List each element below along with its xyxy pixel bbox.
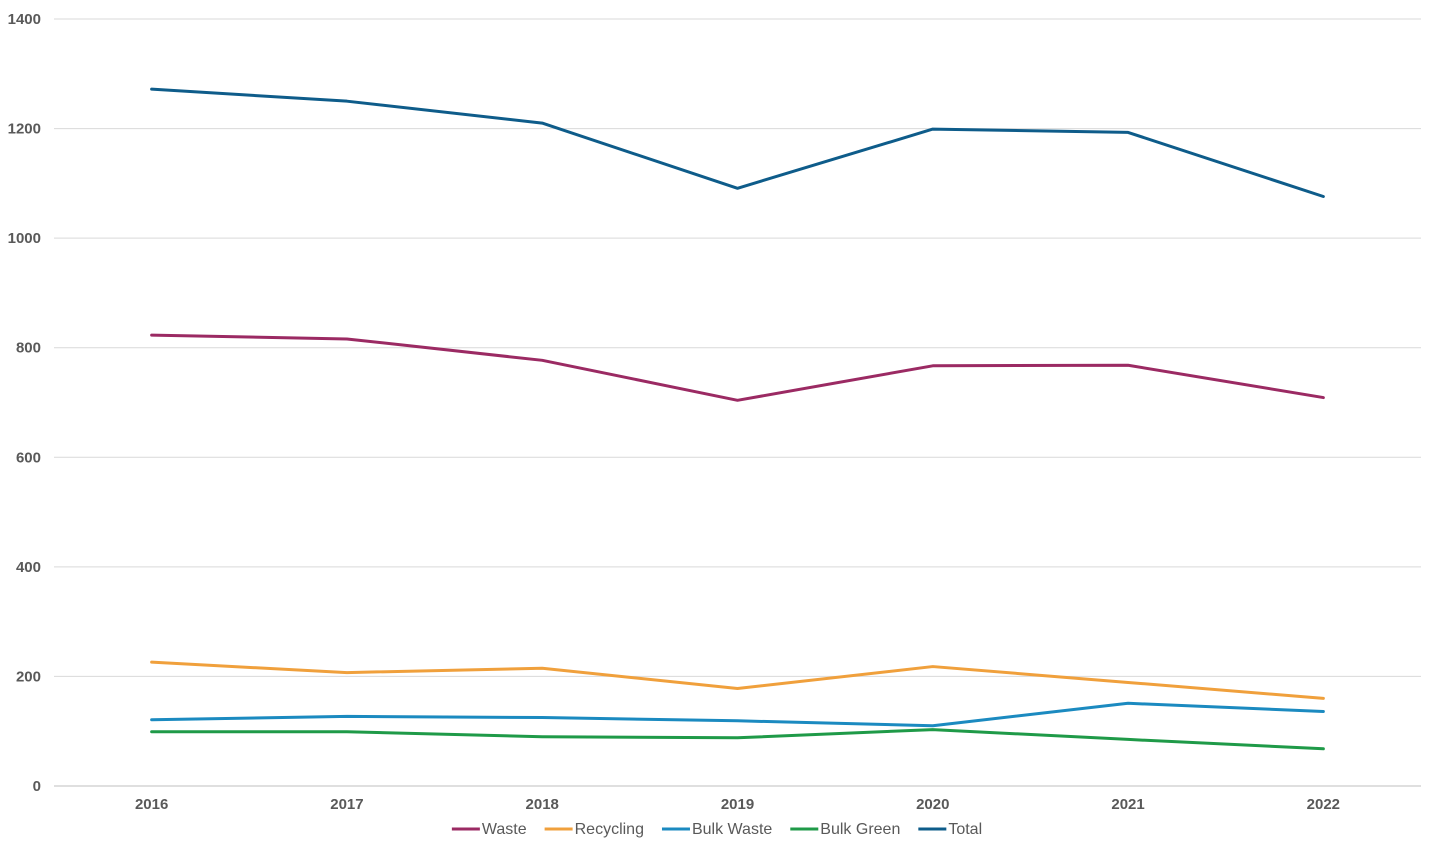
series-lines bbox=[150, 87, 1325, 751]
legend-label: Total bbox=[948, 821, 982, 838]
y-tick-label: 600 bbox=[16, 449, 41, 466]
legend-label: Bulk Green bbox=[820, 821, 900, 838]
x-axis-ticks: 2016 2017 2018 2019 2020 2021 2022 bbox=[135, 796, 1340, 813]
x-tick-label: 2020 bbox=[916, 796, 949, 813]
series-line-bulk-waste bbox=[150, 701, 1325, 728]
series-line-bulk-green bbox=[150, 728, 1325, 751]
legend-label: Bulk Waste bbox=[692, 821, 772, 838]
y-tick-label: 0 bbox=[33, 778, 41, 795]
y-tick-label: 400 bbox=[16, 559, 41, 576]
x-tick-label: 2018 bbox=[526, 796, 559, 813]
y-tick-label: 1400 bbox=[8, 11, 41, 28]
legend-label: Waste bbox=[482, 821, 527, 838]
y-tick-label: 800 bbox=[16, 340, 41, 357]
legend-item-waste: Waste bbox=[451, 821, 527, 838]
x-tick-label: 2019 bbox=[721, 796, 754, 813]
x-tick-label: 2022 bbox=[1307, 796, 1340, 813]
gridlines bbox=[54, 18, 1421, 787]
legend-item-total: Total bbox=[918, 821, 982, 838]
y-tick-label: 200 bbox=[16, 668, 41, 685]
x-tick-label: 2021 bbox=[1111, 796, 1144, 813]
legend-item-bulk-waste: Bulk Waste bbox=[661, 821, 772, 838]
legend: Waste Recycling Bulk Waste Bulk Green Total bbox=[451, 821, 982, 838]
y-axis-ticks: 0 200 400 600 800 1000 1200 1400 bbox=[8, 11, 41, 795]
legend-item-recycling: Recycling bbox=[544, 821, 644, 838]
x-tick-label: 2017 bbox=[330, 796, 363, 813]
legend-item-bulk-green: Bulk Green bbox=[790, 821, 900, 838]
y-tick-label: 1200 bbox=[8, 121, 41, 138]
y-tick-label: 1000 bbox=[8, 230, 41, 247]
x-tick-label: 2016 bbox=[135, 796, 168, 813]
series-line-recycling bbox=[150, 660, 1325, 700]
legend-label: Recycling bbox=[575, 821, 644, 838]
series-line-total bbox=[150, 87, 1325, 199]
series-line-waste bbox=[150, 333, 1325, 402]
